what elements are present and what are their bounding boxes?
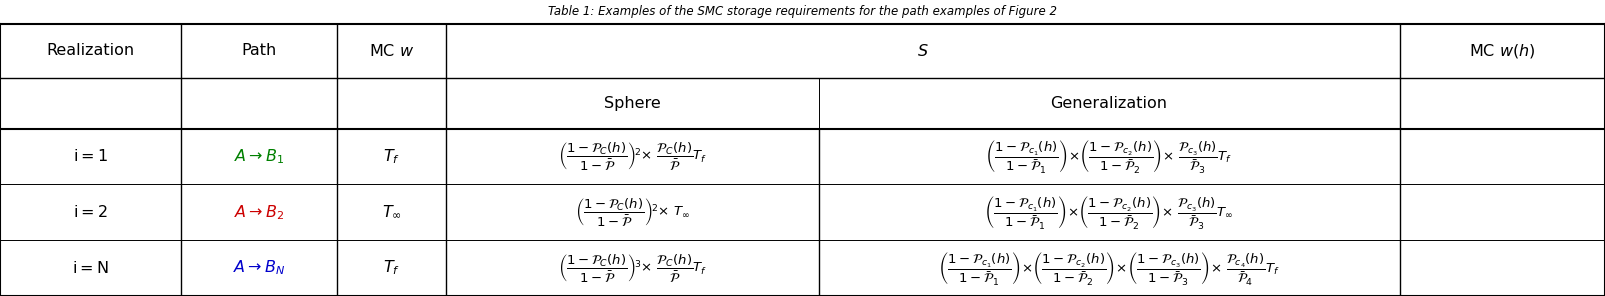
Text: $A \rightarrow B_N$: $A \rightarrow B_N$ [233, 259, 286, 277]
Text: $T_\infty$: $T_\infty$ [382, 204, 401, 221]
Text: $T_f$: $T_f$ [384, 259, 400, 277]
Text: $\mathrm{i = N}$: $\mathrm{i = N}$ [72, 260, 109, 276]
Text: MC $w$: MC $w$ [369, 43, 414, 59]
Text: $\left(\dfrac{1-\mathcal{P}_{c_1}(h)}{1-\bar{\mathcal{P}}_1}\right) \!\times\! \: $\left(\dfrac{1-\mathcal{P}_{c_1}(h)}{1-… [939, 250, 1279, 287]
Text: Path: Path [242, 44, 276, 58]
Text: $S$: $S$ [916, 43, 929, 59]
Text: MC $w(h)$: MC $w(h)$ [1469, 42, 1536, 60]
Text: Realization: Realization [47, 44, 135, 58]
Text: $\left(\dfrac{1-\mathcal{P}_C(h)}{1-\bar{\mathcal{P}}}\right)^{\!2} \!\times\, \: $\left(\dfrac{1-\mathcal{P}_C(h)}{1-\bar… [557, 140, 708, 173]
Text: Generalization: Generalization [1051, 96, 1167, 111]
Text: $A \rightarrow B_2$: $A \rightarrow B_2$ [234, 203, 284, 222]
Text: $\left(\dfrac{1-\mathcal{P}_{c_1}(h)}{1-\bar{\mathcal{P}}_1}\right) \!\times\! \: $\left(\dfrac{1-\mathcal{P}_{c_1}(h)}{1-… [984, 194, 1234, 231]
Text: $\mathrm{i = 1}$: $\mathrm{i = 1}$ [74, 148, 108, 165]
Text: $\left(\dfrac{1-\mathcal{P}_C(h)}{1-\bar{\mathcal{P}}}\right)^{\!2} \!\times\, T: $\left(\dfrac{1-\mathcal{P}_C(h)}{1-\bar… [575, 196, 690, 228]
Text: $T_f$: $T_f$ [384, 147, 400, 166]
Text: $\left(\dfrac{1-\mathcal{P}_C(h)}{1-\bar{\mathcal{P}}}\right)^{\!3} \!\times\, \: $\left(\dfrac{1-\mathcal{P}_C(h)}{1-\bar… [557, 252, 708, 284]
Text: Sphere: Sphere [603, 96, 661, 111]
Text: Table 1: Examples of the SMC storage requirements for the path examples of Figur: Table 1: Examples of the SMC storage req… [547, 5, 1058, 18]
Text: $\mathrm{i = 2}$: $\mathrm{i = 2}$ [74, 204, 108, 220]
Text: $A \rightarrow B_1$: $A \rightarrow B_1$ [234, 147, 284, 166]
Text: $\left(\dfrac{1-\mathcal{P}_{c_1}(h)}{1-\bar{\mathcal{P}}_1}\right) \!\times\! \: $\left(\dfrac{1-\mathcal{P}_{c_1}(h)}{1-… [985, 138, 1233, 175]
